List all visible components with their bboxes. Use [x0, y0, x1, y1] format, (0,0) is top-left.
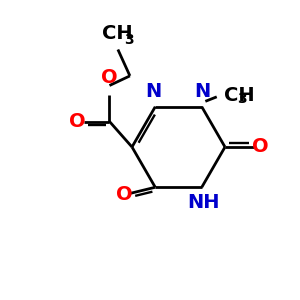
Text: CH: CH [102, 24, 133, 43]
Text: O: O [252, 137, 269, 157]
Text: 3: 3 [124, 32, 134, 46]
Text: O: O [69, 112, 86, 131]
Text: O: O [101, 68, 118, 87]
Text: CH: CH [224, 86, 255, 105]
Text: 3: 3 [238, 92, 247, 106]
Text: N: N [194, 82, 211, 101]
Text: N: N [146, 82, 162, 101]
Text: NH: NH [187, 193, 220, 212]
Text: O: O [116, 185, 132, 204]
